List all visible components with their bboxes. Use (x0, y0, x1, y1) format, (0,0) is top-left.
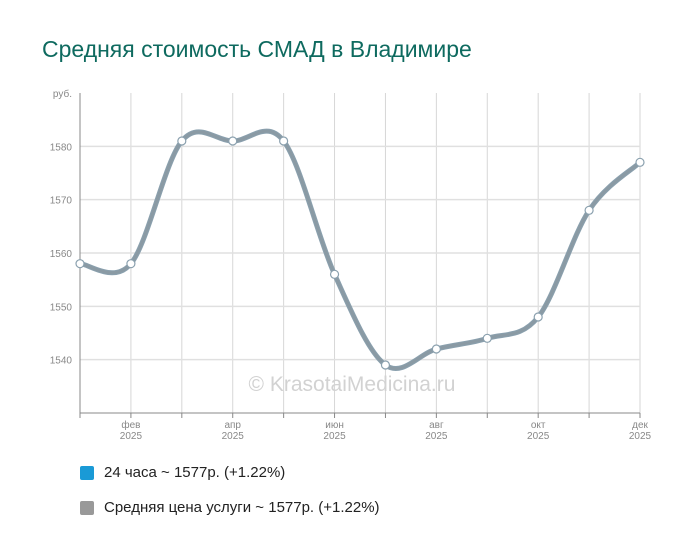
data-point (126, 259, 136, 269)
chart-title: Средняя стоимость СМАД в Владимире (42, 36, 472, 62)
legend-item-average[interactable]: Средняя цена услуги ~ 1577р. (+1.22%) (80, 499, 380, 516)
data-point (635, 157, 645, 167)
y-tick-label: 1580 (50, 142, 73, 153)
x-tick-year: 2025 (629, 431, 652, 442)
legend-swatch (80, 500, 94, 515)
series-line (79, 128, 642, 371)
x-tick-label: авг (429, 420, 444, 431)
x-tick-year: 2025 (222, 431, 245, 442)
y-tick-label: 1540 (50, 356, 73, 367)
data-point (177, 136, 187, 146)
watermark: © KrasotaiMedicina.ru (249, 373, 456, 396)
x-tick-year: 2025 (527, 431, 550, 442)
data-point (533, 312, 543, 322)
y-tick-label: 1550 (50, 302, 73, 313)
legend-item-24h[interactable]: 24 часа ~ 1577р. (+1.22%) (80, 464, 285, 481)
legend-swatch (80, 465, 94, 480)
y-axis-unit: руб. (53, 88, 72, 100)
legend-label: 24 часа ~ 1577р. (+1.22%) (104, 464, 286, 481)
data-point (228, 136, 238, 146)
data-point (431, 344, 441, 354)
series-line (79, 129, 642, 371)
x-tick-year: 2025 (323, 431, 346, 442)
legend-label: Средняя цена услуги ~ 1577р. (+1.22%) (104, 499, 380, 516)
x-tick-label: дек (632, 420, 648, 431)
x-tick-label: окт (531, 420, 546, 431)
x-tick-year: 2025 (120, 431, 143, 442)
y-tick-label: 1560 (50, 249, 73, 260)
data-point (584, 205, 594, 215)
x-tick-label: июн (325, 420, 344, 431)
data-point (329, 269, 340, 279)
line-chart: 15401550156015701580руб.фев2025апр2025ию… (50, 88, 652, 442)
x-tick-label: фев (121, 419, 140, 431)
data-point (482, 333, 492, 343)
data-point (75, 259, 85, 269)
y-tick-label: 1570 (50, 196, 73, 207)
data-point (380, 360, 391, 370)
x-tick-label: апр (224, 420, 241, 431)
data-point (279, 136, 289, 146)
x-tick-year: 2025 (425, 431, 448, 442)
